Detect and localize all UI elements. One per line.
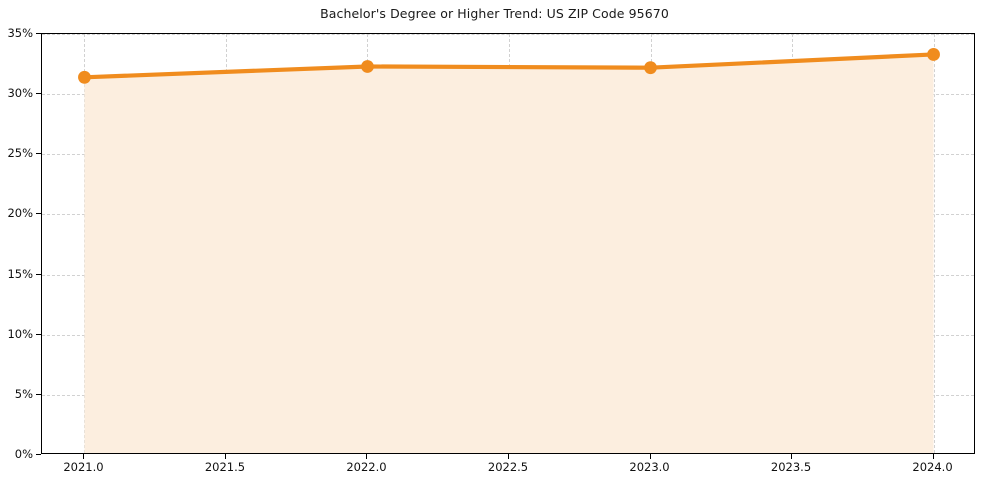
x-tick-label-2023.0: 2023.0 (629, 460, 670, 474)
y-tick-label-10%: 10% (7, 326, 33, 341)
series-line (82, 52, 936, 80)
x-tick-mark-2021.0 (83, 454, 85, 459)
x-tick-label-2022.5: 2022.5 (487, 460, 529, 474)
x-tick-label-2023.5: 2023.5 (770, 460, 812, 474)
x-tick-label-2021.0: 2021.0 (63, 460, 104, 474)
plot-area (41, 33, 975, 454)
y-tick-label-25%: 25% (7, 146, 33, 161)
x-tick-mark-2023.0 (649, 454, 651, 459)
data-point-marker-2024 (927, 48, 940, 61)
x-tick-mark-2023.5 (791, 454, 793, 459)
data-point-marker-2021 (78, 70, 91, 84)
gridline-x-2024.0 (933, 34, 935, 453)
x-tick-mark-2022.0 (366, 454, 368, 459)
x-tick-label-2021.5: 2021.5 (204, 460, 246, 474)
x-tick-mark-2024.0 (932, 454, 934, 459)
y-tick-label-35%: 35% (7, 26, 33, 40)
x-tick-label-2022.0: 2022.0 (346, 460, 387, 474)
chart-title: Bachelor's Degree or Higher Trend: US ZI… (320, 6, 669, 21)
x-tick-mark-2022.5 (508, 454, 509, 459)
y-tick-mark-0% (36, 454, 41, 455)
y-tick-label-30%: 30% (7, 86, 33, 101)
y-tick-label-0%: 0% (14, 447, 33, 461)
y-tick-label-5%: 5% (14, 386, 33, 401)
data-point-marker-2023 (644, 61, 657, 75)
y-tick-label-20%: 20% (7, 206, 33, 221)
series-area-fill (84, 54, 934, 453)
x-tick-label-2024.0: 2024.0 (912, 460, 953, 474)
x-tick-mark-2021.5 (224, 454, 226, 459)
data-point-marker-2022 (361, 60, 374, 73)
data-series-area-line (78, 48, 940, 453)
gridline-y-35% (42, 34, 974, 35)
y-tick-label-15%: 15% (7, 266, 33, 281)
